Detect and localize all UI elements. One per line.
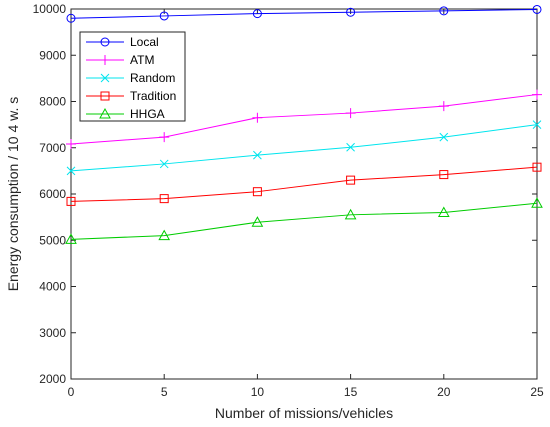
x-tick-label: 0 [68,385,75,399]
data-point [159,159,169,169]
legend-item-random: Random [86,71,175,85]
axis-ticks: 2000 3000 4000 5000 6000 7000 8000 9000 10000 0 5 1… [33,2,544,399]
y-tick-label: 3000 [39,326,66,340]
y-tick-label: 7000 [39,141,66,155]
data-point [66,196,76,206]
series-layer [65,4,543,244]
data-point [252,187,262,197]
data-point [158,229,171,241]
data-point [532,89,542,100]
legend-label: Random [130,71,175,85]
series-line [70,8,538,19]
data-point [437,206,450,217]
data-point [438,101,449,112]
data-point [439,6,449,16]
series-hhga [65,197,543,244]
data-point [345,108,356,119]
data-point [531,197,543,208]
data-point [532,4,542,14]
data-point [344,208,357,220]
data-point [159,11,169,21]
x-tick-label: 25 [530,385,544,399]
x-tick-label: 15 [344,385,358,399]
y-tick-label: 5000 [39,233,66,247]
legend: Local ATM Random Tradition HHGA [79,31,186,122]
series-random [66,120,542,176]
data-point [66,13,76,23]
series-atm [66,89,542,150]
y-tick-label: 9000 [39,48,66,62]
data-point [66,139,76,150]
y-tick-label: 10000 [33,2,67,16]
series-line [70,166,538,202]
x-axis-label: Number of missions/vehicles [215,405,393,421]
y-tick-label: 4000 [39,280,66,294]
legend-label: HHGA [130,107,165,121]
data-point [251,216,264,227]
y-axis-label: Energy consumption / 10 4 w. s [5,97,21,292]
legend-item-atm: ATM [86,53,154,67]
y-tick-label: 2000 [39,372,66,386]
data-point [159,132,170,143]
series-line [70,94,538,145]
legend-marker [100,55,110,65]
legend-marker [100,37,110,47]
legend-item-tradition: Tradition [86,89,176,103]
legend-item-local: Local [86,35,159,49]
legend-item-hhga: HHGA [86,107,165,121]
legend-label: Local [130,35,159,49]
series-line [70,202,538,240]
data-point [346,175,356,185]
x-tick-label: 5 [161,385,168,399]
data-point [532,120,542,129]
data-point [252,9,262,19]
data-point [439,170,449,180]
data-point [253,150,262,160]
data-point [346,142,355,152]
y-tick-label: 6000 [39,187,66,201]
legend-marker [100,91,110,101]
legend-label: Tradition [130,89,176,103]
data-point [439,132,449,142]
data-point [159,194,169,204]
x-tick-label: 20 [437,385,451,399]
series-tradition [66,162,542,206]
x-tick-label: 10 [251,385,265,399]
data-point [252,112,263,123]
data-point [532,162,542,172]
legend-label: ATM [130,53,154,67]
legend-box [79,31,186,122]
data-point [66,166,76,176]
y-tick-label: 8000 [39,95,66,109]
data-point [346,7,356,17]
series-local [66,4,542,23]
legend-marker [100,73,110,83]
data-point [65,233,77,244]
legend-marker [99,107,111,119]
series-line [70,124,538,172]
